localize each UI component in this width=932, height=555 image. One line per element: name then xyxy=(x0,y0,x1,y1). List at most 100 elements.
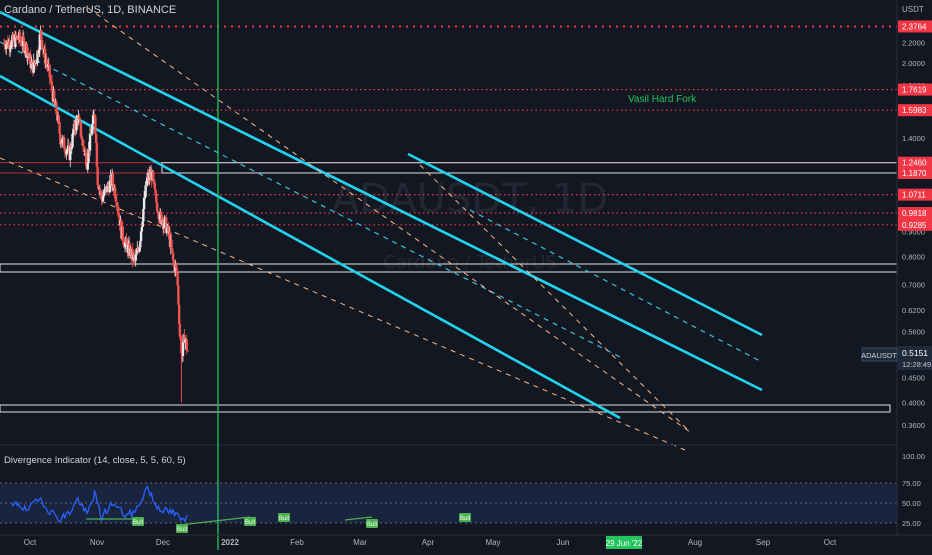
candle-body xyxy=(18,32,22,40)
candle-body xyxy=(179,336,182,341)
event-date-label: 29 Jun '22 xyxy=(606,539,643,548)
time-tick-label: Dec xyxy=(156,538,170,547)
candle-body xyxy=(91,124,94,134)
price-tick-label: 0.5600 xyxy=(902,328,925,337)
watermark-name: Cardano / TetherUS xyxy=(383,252,557,273)
candle-body xyxy=(106,184,109,193)
time-tick-label: Feb xyxy=(290,538,304,547)
candle-body xyxy=(91,114,95,125)
candle-body xyxy=(34,61,38,64)
candle-body xyxy=(156,211,160,214)
candle-body xyxy=(50,81,54,91)
indicator-title: Divergence Indicator (14, close, 5, 5, 6… xyxy=(4,455,186,466)
bull-signal-label: Bull xyxy=(245,520,255,526)
candle-body xyxy=(66,145,70,150)
symbol-tag xyxy=(861,347,898,362)
candle-body xyxy=(186,350,189,352)
candle-body xyxy=(27,53,30,56)
candle-body xyxy=(85,153,88,167)
candle-body xyxy=(65,150,68,155)
wedge-inner-line[interactable] xyxy=(419,164,689,431)
level-price-label: 1.7619 xyxy=(902,86,927,95)
candle-body xyxy=(140,227,144,232)
bull-signal-label: Bull xyxy=(133,520,143,526)
bull-divergence-line xyxy=(179,516,251,526)
chart-title: Cardano / TetherUS, 1D, BINANCE xyxy=(4,4,176,16)
candle-body xyxy=(168,232,172,248)
candle-body xyxy=(115,201,118,207)
candle-body xyxy=(97,184,100,190)
candle-body xyxy=(134,254,137,261)
candle-body xyxy=(171,248,174,253)
candle-body xyxy=(144,184,147,197)
candle-body xyxy=(155,193,158,203)
candle-body xyxy=(71,133,74,148)
candle-body xyxy=(10,40,13,48)
candle-body xyxy=(104,188,107,190)
time-tick-label: Jun xyxy=(557,538,570,547)
price-tick-label: 0.4500 xyxy=(902,374,925,383)
candle-body xyxy=(100,192,103,200)
rsi-line xyxy=(11,485,189,523)
candle-body xyxy=(136,248,139,253)
price-tick-label: 0.9000 xyxy=(902,227,925,236)
wedge-upper-line[interactable] xyxy=(87,7,691,433)
candle-body xyxy=(14,34,17,47)
time-tick-label: Apr xyxy=(422,538,435,547)
target-zone-box[interactable] xyxy=(0,404,891,413)
candle-body xyxy=(3,42,6,47)
candle-body xyxy=(90,133,93,135)
candle-body xyxy=(80,136,83,140)
channel-lower-line[interactable] xyxy=(0,74,621,420)
symbol-tag-label: ADAUSDT xyxy=(861,351,897,360)
candle-body xyxy=(67,145,70,147)
candle-body xyxy=(16,36,19,40)
candle-body xyxy=(184,339,187,343)
wedge-lower-line[interactable] xyxy=(0,157,686,451)
candle-body xyxy=(178,323,182,337)
candle-body xyxy=(112,184,115,191)
channel-short-upper-line[interactable] xyxy=(407,152,763,337)
price-tick-label: 0.8000 xyxy=(902,252,925,261)
candle-body xyxy=(142,197,146,209)
candle-body xyxy=(36,50,39,64)
candle-body xyxy=(48,65,51,78)
candle-body xyxy=(183,334,186,343)
price-tick-label: 0.6200 xyxy=(902,306,925,315)
candle-body xyxy=(99,191,102,193)
candle-body xyxy=(77,116,80,123)
channel-upper-line[interactable] xyxy=(0,10,763,392)
candle-body xyxy=(47,63,51,66)
candle-body xyxy=(69,146,72,160)
time-tick-label: Aug xyxy=(688,538,702,547)
candle-body xyxy=(50,80,53,82)
bull-divergence-line xyxy=(344,516,373,521)
level-price-tag xyxy=(898,20,932,33)
candle-body xyxy=(22,36,25,42)
time-axis-labels[interactable]: Oct Nov Dec 2022 Feb Mar Apr May Jun Aug Sep Oct xyxy=(24,538,837,547)
candle-body xyxy=(131,248,134,260)
bull-signal-tag xyxy=(278,513,290,522)
candle-body xyxy=(72,133,75,134)
candle-body xyxy=(8,48,12,50)
level-price-tag xyxy=(898,104,932,117)
candle-body xyxy=(66,149,69,151)
candle-body xyxy=(102,194,105,197)
price-tick-label: 1.4000 xyxy=(902,134,925,143)
candle-body xyxy=(35,63,38,64)
candle-body xyxy=(82,146,86,152)
candle-body xyxy=(135,252,138,255)
rsi-band xyxy=(0,483,897,523)
time-tick-label: Sep xyxy=(756,538,771,547)
channel-mid-dashed-line[interactable] xyxy=(0,41,623,359)
candle-body xyxy=(155,202,159,212)
candle-body xyxy=(167,225,170,234)
candle-body xyxy=(170,239,173,249)
candle-body xyxy=(49,77,52,81)
level-price-label: 0.9818 xyxy=(902,209,927,218)
channel-short-mid-dashed-line[interactable] xyxy=(469,209,763,363)
candle-body xyxy=(113,187,117,199)
candle-body xyxy=(43,49,47,64)
